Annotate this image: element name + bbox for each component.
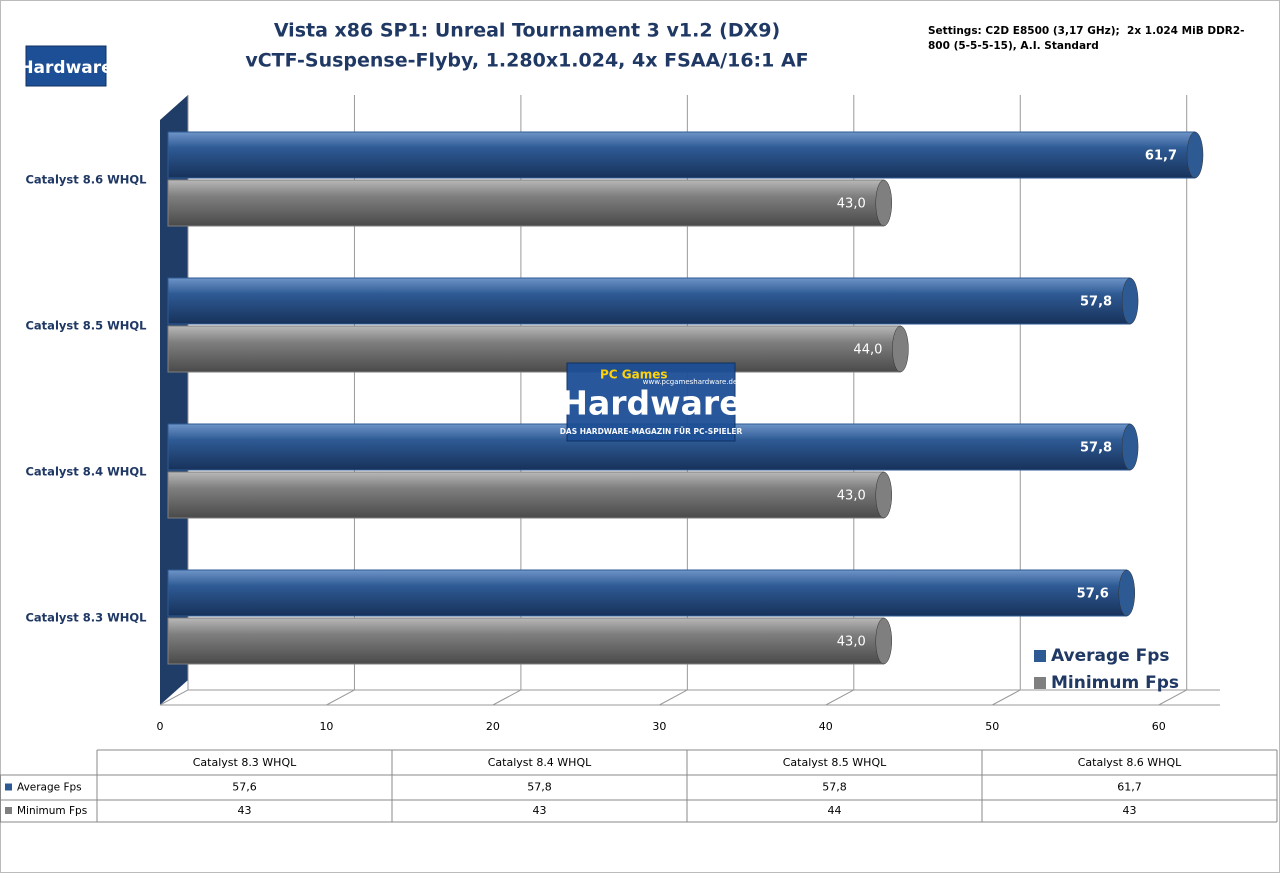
logo-text: Hardware [560,384,741,423]
bar-cap [1121,277,1139,325]
bar [167,179,885,227]
bar [167,569,1128,617]
bar-cap [875,179,892,227]
table-row-label: Average Fps [17,782,82,794]
logo-tagline: DAS HARDWARE-MAGAZIN FÜR PC-SPIELER [560,427,743,436]
bar [167,325,901,373]
table-header: Catalyst 8.3 WHQL [193,756,297,769]
table-swatch [5,807,12,814]
chart-title: Vista x86 SP1: Unreal Tournament 3 v1.2 … [274,20,780,42]
y-tick-label: Catalyst 8.4 WHQL [25,465,147,479]
settings-note: Settings: C2D E8500 (3,17 GHz); 2x 1.024… [928,25,1245,52]
table-header: Catalyst 8.6 WHQL [1078,756,1182,769]
bar [167,617,885,665]
table-cell: 57,6 [232,781,257,794]
bar-cap [875,471,892,519]
value-label: 57,8 [1080,441,1112,456]
y-tick-label: Catalyst 8.5 WHQL [25,319,147,333]
logo-text: Hardware [19,58,112,78]
x-tick-label: 20 [486,720,500,733]
table-cell: 44 [828,804,842,817]
x-tick-label: 40 [819,720,833,733]
value-label: 44,0 [853,343,882,358]
table-cell: 57,8 [527,781,552,794]
legend-swatch [1034,650,1046,662]
x-tick-label: 0 [157,720,164,733]
value-label: 57,6 [1077,587,1109,602]
bar-cap [1121,423,1139,471]
x-tick-label: 50 [985,720,999,733]
logo-url: www.pcgameshardware.de [643,378,738,386]
x-tick-label: 30 [652,720,666,733]
settings-box: Settings: C2D E8500 (3,17 GHz); 2x 1.024… [928,25,1245,52]
table-cell: 43 [1123,804,1137,817]
value-label: 57,8 [1080,295,1112,310]
value-label: 43,0 [837,489,866,504]
logo-top: PC Games [600,368,668,382]
legend-label: Average Fps [1051,646,1170,666]
logo-big: PC Games www.pcgameshardware.de Hardware… [560,362,743,442]
bar [167,131,1196,179]
bar-cap [1118,569,1136,617]
grid-line [1158,95,1188,706]
chart-subtitle: vCTF-Suspense-Flyby, 1.280x1.024, 4x FSA… [245,50,808,72]
bar-cap [892,325,909,373]
logo-small: Hardware [19,45,113,87]
bar [167,277,1131,325]
table-cell: 43 [238,804,252,817]
bar-cap [1186,131,1204,179]
legend-label: Minimum Fps [1051,673,1179,693]
table-header: Catalyst 8.4 WHQL [488,756,592,769]
x-tick-label: 10 [319,720,333,733]
legend-swatch [1034,677,1046,689]
side-wall [160,95,188,705]
bar [167,471,885,519]
value-label: 43,0 [837,635,866,650]
value-label: 43,0 [837,197,866,212]
y-tick-label: Catalyst 8.3 WHQL [25,611,147,625]
table-cell: 57,8 [822,781,847,794]
table-swatch [5,783,12,791]
table-row-label: Minimum Fps [17,805,87,817]
value-label: 61,7 [1145,149,1177,164]
y-tick-label: Catalyst 8.6 WHQL [25,173,147,187]
x-tick-label: 60 [1152,720,1166,733]
table-cell: 61,7 [1117,781,1142,794]
table-cell: 43 [533,804,547,817]
bar-cap [875,617,892,665]
table-header: Catalyst 8.5 WHQL [783,756,887,769]
